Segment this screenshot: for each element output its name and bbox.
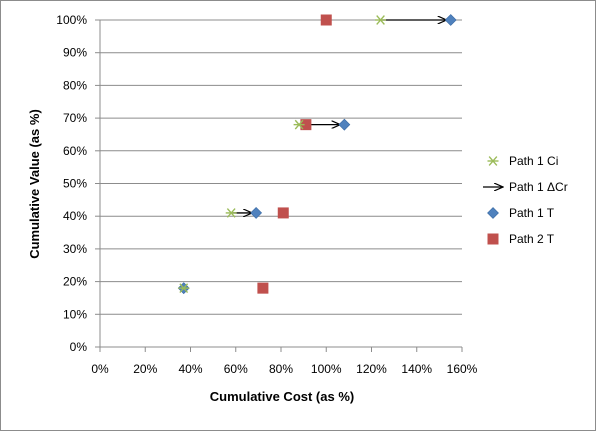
x-tick-label: 60% [224,362,248,376]
x-axis-title: Cumulative Cost (as %) [210,389,354,404]
asterisk-stroke [179,283,189,294]
path2-t-point [277,207,289,219]
x-tick-label: 160% [447,362,478,376]
axes [95,19,463,352]
asterisk-stroke [226,208,236,218]
x-tick-label: 120% [356,362,387,376]
y-tick-label: 90% [63,46,87,60]
legend-item: Path 1 Ci [487,154,558,168]
y-tick-label: 30% [63,242,87,256]
y-tick-label: 80% [63,78,87,92]
legend-asterisk-icon [487,156,499,166]
y-tick-label: 100% [56,13,87,27]
asterisk-stroke [488,156,498,166]
path1-t-point [444,14,457,26]
y-tick-label: 70% [63,111,87,125]
ci-point [178,283,190,294]
ci-point [375,15,387,25]
x-tick-label: 40% [178,362,202,376]
path2-t-point [257,282,269,294]
legend-item: Path 1 T [487,206,555,220]
gridlines [100,19,462,315]
legend-label: Path 1 T [509,206,555,220]
ci-point [293,119,305,130]
legend-square-icon [487,233,499,245]
path2-t-point [300,119,312,131]
y-tick-label: 50% [63,177,87,191]
path1-t-point [250,207,263,219]
legend-item: Path 1 ΔCr [483,180,568,194]
path1-t-point [338,118,351,131]
path2-t-point [320,14,332,26]
asterisk-stroke [294,119,304,130]
ci-point [225,208,237,218]
x-tick-label: 140% [401,362,432,376]
data-marks [177,14,457,295]
tick-labels: 0% 10% 20% 30% 40% 50% 60% 70% 80% 90% 100% 0% 20% 40… [56,13,477,376]
legend-diamond-icon [487,207,499,219]
asterisk-stroke [376,15,385,25]
x-tick-label: 100% [311,362,342,376]
y-tick-label: 10% [63,307,87,321]
legend: Path 1 Ci Path 1 ΔCr Path 1 T Path 2 T [483,154,568,246]
x-tick-label: 80% [269,362,293,376]
legend-label: Path 1 ΔCr [509,180,568,194]
legend-label: Path 2 T [509,232,555,246]
x-tick-label: 0% [91,362,109,376]
y-axis-title: Cumulative Value (as %) [27,109,42,259]
y-tick-label: 60% [63,144,87,158]
legend-item: Path 2 T [487,232,555,246]
x-tick-label: 20% [133,362,157,376]
y-tick-label: 20% [63,275,87,289]
y-tick-label: 0% [70,340,88,354]
legend-label: Path 1 Ci [509,154,558,168]
y-tick-label: 40% [63,209,87,223]
